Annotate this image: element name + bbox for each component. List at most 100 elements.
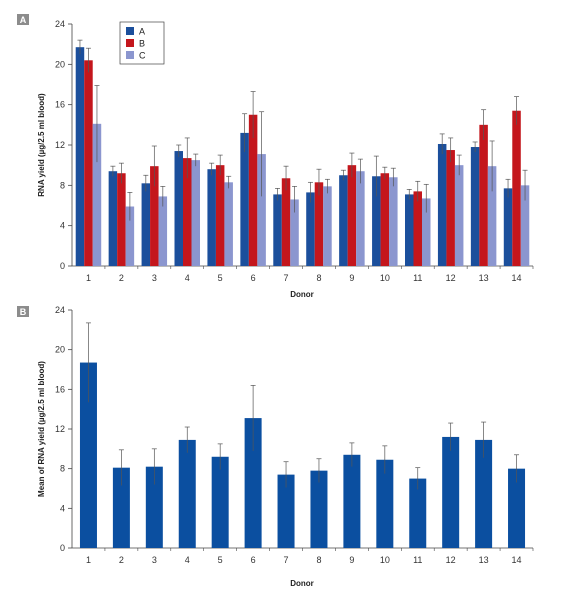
panel-a-bar-series-b: [347, 165, 357, 266]
panel-b-x-tick-label: 7: [284, 555, 289, 565]
legend-label-a: A: [139, 27, 145, 37]
panel-a-bar-series-b: [413, 191, 422, 266]
panel-a-bar-series-a: [108, 171, 118, 266]
legend-swatch-c: [126, 51, 134, 59]
panel-b-y-tick-label: 24: [55, 305, 65, 315]
panel-a-bar-series-a: [141, 183, 151, 266]
panel-a-bar-series-c: [356, 171, 365, 266]
panel-b-x-tick-label: 1: [86, 555, 91, 565]
panel-b-x-tick-label: 2: [119, 555, 124, 565]
panel-a-bar-series-a: [273, 194, 282, 266]
panel-a-bar-series-b: [183, 158, 192, 266]
panel-a-bar-series-a: [75, 47, 85, 266]
panel-b-x-tick-label: 13: [479, 555, 489, 565]
panel-a-x-tick-label: 2: [119, 273, 124, 283]
panel-a-letter: A: [20, 15, 27, 25]
panel-b-bar: [376, 459, 394, 548]
panel-b-bar: [244, 418, 262, 548]
panel-a-legend: ABC: [119, 21, 165, 65]
panel-a-tag: [17, 14, 29, 25]
legend-swatch-b: [126, 39, 134, 47]
panel-a-bar-series-c: [125, 206, 135, 266]
panel-a-bar-series-b: [281, 178, 291, 266]
panel-b-bar: [211, 456, 229, 548]
panel-a-x-tick-label: 5: [218, 273, 223, 283]
panel-a-bar-series-b: [215, 165, 225, 266]
panel-a-y-tick-label: 8: [60, 180, 65, 190]
panel-b-x-tick-label: 5: [218, 555, 223, 565]
panel-a-bar-series-c: [389, 177, 398, 266]
panel-b-x-tick-label: 11: [413, 555, 422, 565]
panel-b-x-tick-label: 14: [512, 555, 522, 565]
panel-a-bar-series-c: [92, 123, 102, 266]
panel-b-y-tick-label: 12: [55, 424, 65, 434]
panel-b-y-tick-label: 4: [60, 503, 65, 513]
panel-a-x-tick-label: 9: [349, 273, 354, 283]
legend-label-c: C: [139, 51, 146, 61]
panel-a-y-tick-label: 12: [55, 140, 65, 150]
panel-a-x-tick-label: 3: [152, 273, 157, 283]
panel-a-bar-series-c: [257, 154, 266, 266]
panel-b-x-tick-label: 6: [251, 555, 256, 565]
panel-b-bar: [508, 468, 526, 548]
panel-a-bar-series-a: [405, 194, 414, 266]
panel-b-x-tick-label: 10: [380, 555, 390, 565]
panel-b-tag: [17, 306, 29, 317]
panel-b-bar: [409, 478, 427, 548]
panel-a-bar-series-c: [191, 160, 200, 266]
panel-a-y-axis-label: RNA yield (µg/2.5 ml blood): [37, 93, 46, 197]
legend-label-b: B: [139, 39, 145, 49]
panel-b-letter: B: [20, 307, 27, 317]
panel-b-x-tick-label: 9: [349, 555, 354, 565]
panel-b-bar: [277, 474, 295, 548]
panel-a-x-tick-label: 1: [86, 273, 91, 283]
panel-b-x-tick-label: 3: [152, 555, 157, 565]
panel-a-bar-series-a: [174, 151, 183, 266]
panel-a-y-tick-label: 20: [55, 59, 65, 69]
panel-a-bar-series-a: [437, 143, 447, 266]
panel-a-bar-series-a: [207, 169, 216, 266]
panel-a-bar-series-a: [470, 147, 480, 266]
panel-a-x-tick-label: 7: [284, 273, 289, 283]
panel-b-y-tick-label: 16: [55, 384, 65, 394]
panel-b-bar: [475, 439, 493, 548]
panel-b-x-tick-label: 4: [185, 555, 190, 565]
panel-a-bar-series-b: [479, 124, 488, 266]
panel-b-bar: [343, 454, 361, 548]
panel-b-x-tick-label: 8: [316, 555, 321, 565]
panel-b-bar: [79, 362, 97, 548]
panel-b-x-tick-label: 12: [446, 555, 456, 565]
panel-a-x-tick-label: 10: [380, 273, 390, 283]
panel-a-x-tick-label: 6: [251, 273, 256, 283]
panel-b-y-tick-label: 8: [60, 464, 65, 474]
panel-a-bar-series-c: [158, 196, 168, 266]
panel-a-bar-series-b: [314, 182, 324, 266]
panel-a-bar-series-c: [520, 185, 530, 266]
panel-a-bar-series-a: [306, 192, 315, 266]
panel-a: A RNA yield (µg/2.5 ml blood) Donor 0 4 8 1…: [17, 14, 534, 299]
panel-a-bar-series-a: [240, 132, 249, 266]
panel-b-bar: [145, 466, 163, 548]
panel-a-bar-series-a: [372, 176, 381, 266]
panel-a-bar-series-b: [512, 110, 521, 266]
panel-a-bar-series-b: [150, 166, 159, 266]
panel-a-x-tick-label: 13: [479, 273, 489, 283]
panel-a-bar-series-c: [422, 198, 431, 266]
panel-a-bar-series-b: [117, 173, 126, 266]
panel-b-y-tick-label: 20: [55, 345, 65, 355]
panel-a-bar-series-c: [224, 182, 233, 266]
panel-a-y-tick-label: 24: [55, 19, 65, 29]
panel-b-bar: [178, 439, 196, 548]
panel-b-y-axis-label: Mean of RNA yield (µg/2.5 ml blood): [37, 361, 46, 497]
panel-a-x-tick-label: 4: [185, 273, 190, 283]
panel-a-bar-series-b: [248, 114, 258, 266]
panel-a-bar-series-c: [290, 199, 299, 266]
panel-a-bar-series-c: [487, 166, 497, 266]
panel-a-x-axis-label: Donor: [290, 290, 314, 299]
panel-b-x-axis-label: Donor: [290, 579, 314, 588]
panel-a-bar-series-b: [446, 150, 455, 266]
legend-swatch-a: [126, 27, 134, 35]
panel-a-y-tick-label: 16: [55, 100, 65, 110]
